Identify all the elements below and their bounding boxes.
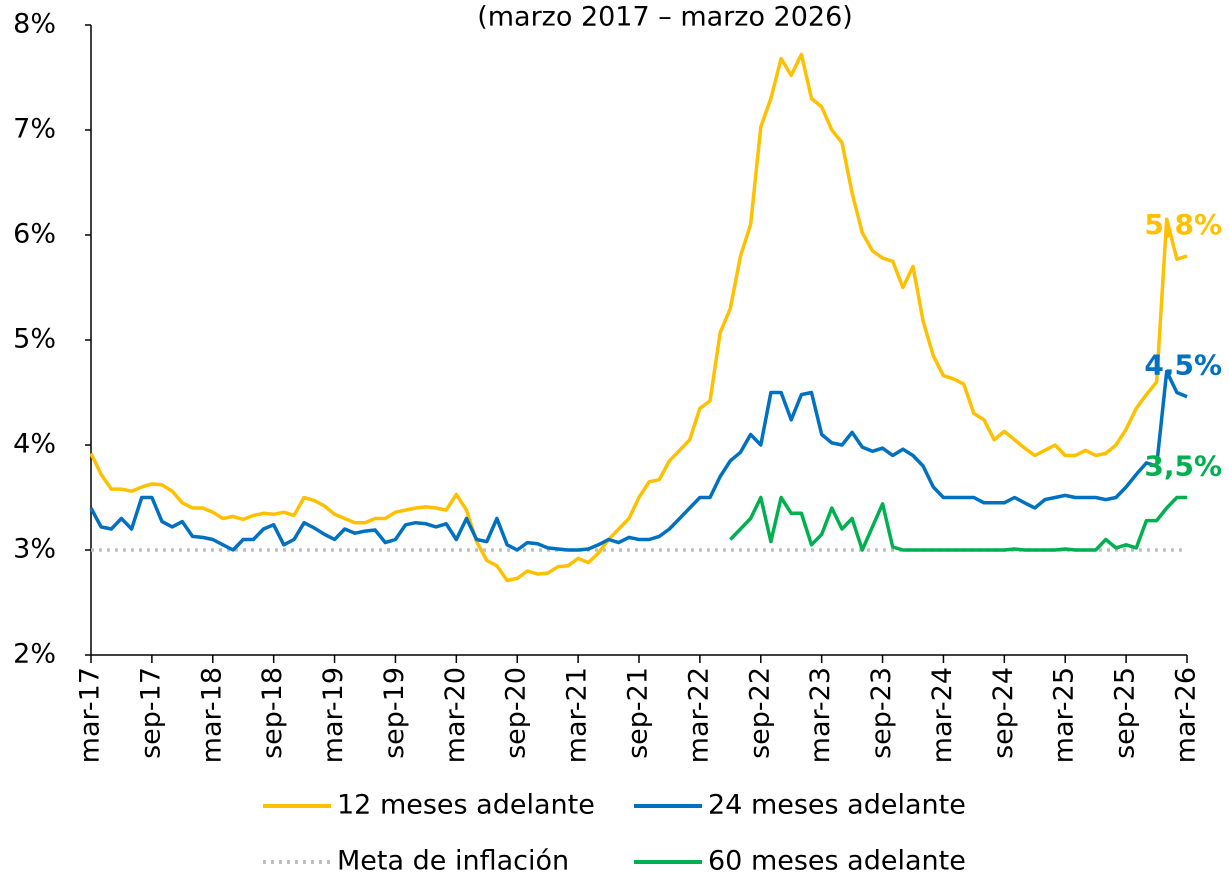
y-tick-label: 6% <box>13 219 56 250</box>
legend-label: 24 meses adelante <box>708 790 966 821</box>
legend-label: 12 meses adelante <box>337 790 595 821</box>
x-tick-label: sep-21 <box>623 667 654 759</box>
x-tick-label: mar-25 <box>1049 667 1080 763</box>
y-tick-label: 5% <box>13 324 56 355</box>
value-label: 3,5% <box>1144 450 1222 483</box>
x-tick-label: mar-22 <box>683 667 714 763</box>
x-tick-label: mar-24 <box>927 667 958 763</box>
x-tick-label: sep-23 <box>866 667 897 759</box>
legend-label: Meta de inflación <box>337 846 569 877</box>
y-tick-label: 7% <box>13 114 56 145</box>
chart-subtitle: (marzo 2017 – marzo 2026) <box>477 2 853 33</box>
series-line <box>89 52 1188 583</box>
value-label: 5,8% <box>1144 208 1222 241</box>
x-tick-label: sep-18 <box>257 667 288 759</box>
series-line <box>89 369 1188 552</box>
x-tick-label: sep-19 <box>379 667 410 759</box>
x-tick-label: mar-23 <box>805 667 836 763</box>
x-tick-label: sep-22 <box>744 667 775 759</box>
y-tick-label: 8% <box>13 9 56 40</box>
x-tick-label: mar-20 <box>440 667 471 763</box>
x-tick-label: sep-25 <box>1110 667 1141 759</box>
series-line <box>729 495 1187 552</box>
x-tick-label: sep-20 <box>501 667 532 759</box>
x-tick-label: sep-24 <box>988 667 1019 759</box>
x-tick-label: mar-21 <box>562 667 593 763</box>
y-tick-label: 2% <box>13 639 56 670</box>
legend-label: 60 meses adelante <box>708 846 966 877</box>
x-tick-label: sep-17 <box>135 667 166 759</box>
x-tick-label: mar-19 <box>318 667 349 763</box>
y-tick-label: 3% <box>13 534 56 565</box>
x-tick-label: mar-17 <box>75 667 106 763</box>
y-tick-label: 4% <box>13 429 56 460</box>
value-label: 4,5% <box>1144 349 1222 382</box>
x-tick-label: mar-18 <box>196 667 227 763</box>
x-tick-label: mar-26 <box>1171 667 1202 763</box>
